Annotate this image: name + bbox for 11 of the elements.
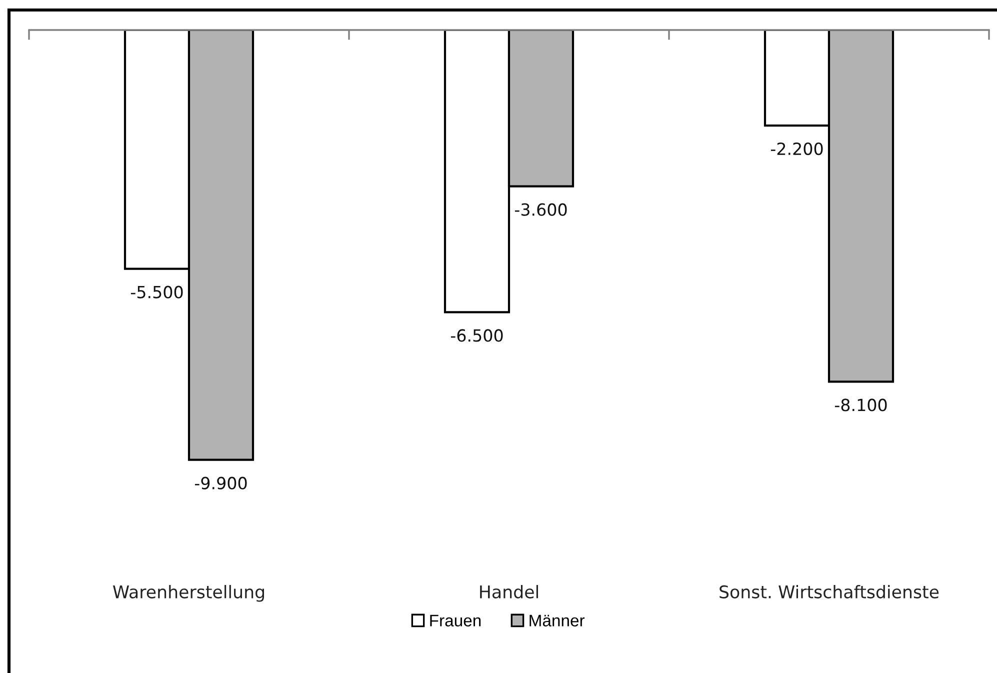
data-label: -9.900 — [194, 476, 247, 490]
data-label: -2.200 — [770, 142, 823, 156]
x-tick-label: Warenherstellung — [113, 585, 264, 602]
data-label: -3.600 — [514, 203, 567, 216]
data-label: -5.500 — [130, 286, 183, 298]
data-label: -8.100 — [834, 398, 887, 412]
x-tick-label: Sonst. Wirtschaftsdienste — [720, 585, 939, 598]
data-label: -6.500 — [450, 329, 503, 342]
x-tick-label: Handel — [480, 585, 538, 598]
legend-label: Männer — [530, 614, 585, 626]
legend-label: Frauen — [430, 614, 481, 626]
